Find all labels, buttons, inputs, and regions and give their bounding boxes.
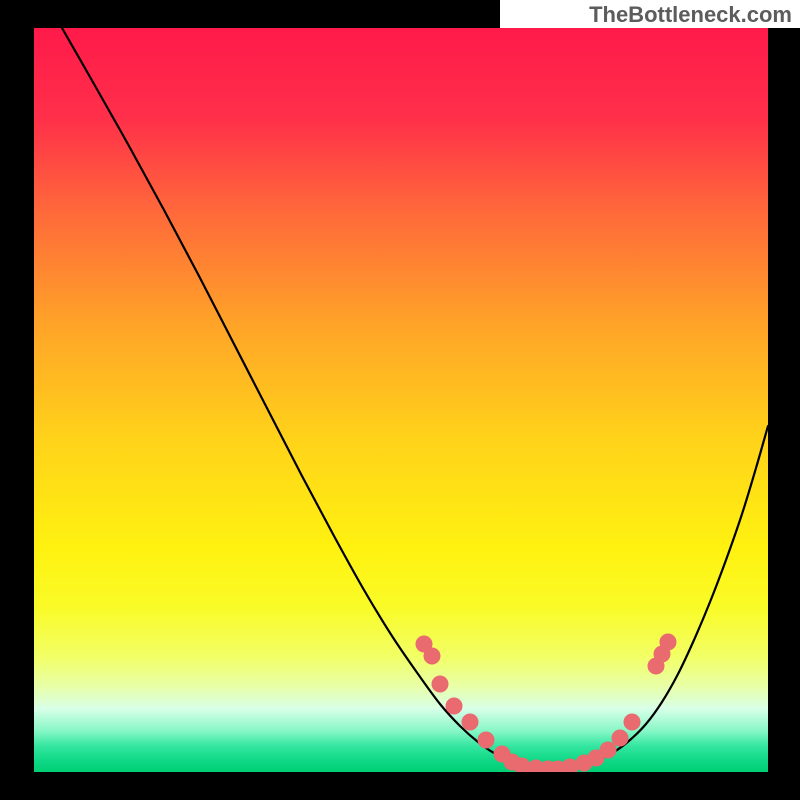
data-marker bbox=[432, 676, 448, 692]
data-marker bbox=[562, 759, 578, 772]
data-marker bbox=[612, 730, 628, 746]
plot-area bbox=[34, 28, 768, 772]
data-marker bbox=[600, 742, 616, 758]
marker-group bbox=[416, 634, 676, 772]
attribution-text: TheBottleneck.com bbox=[589, 2, 792, 28]
curve-overlay bbox=[34, 28, 768, 772]
data-marker bbox=[478, 732, 494, 748]
data-marker bbox=[624, 714, 640, 730]
chart-frame: TheBottleneck.com bbox=[0, 0, 800, 800]
data-marker bbox=[514, 758, 530, 772]
data-marker bbox=[446, 698, 462, 714]
data-marker bbox=[424, 648, 440, 664]
data-marker bbox=[660, 634, 676, 650]
data-marker bbox=[462, 714, 478, 730]
